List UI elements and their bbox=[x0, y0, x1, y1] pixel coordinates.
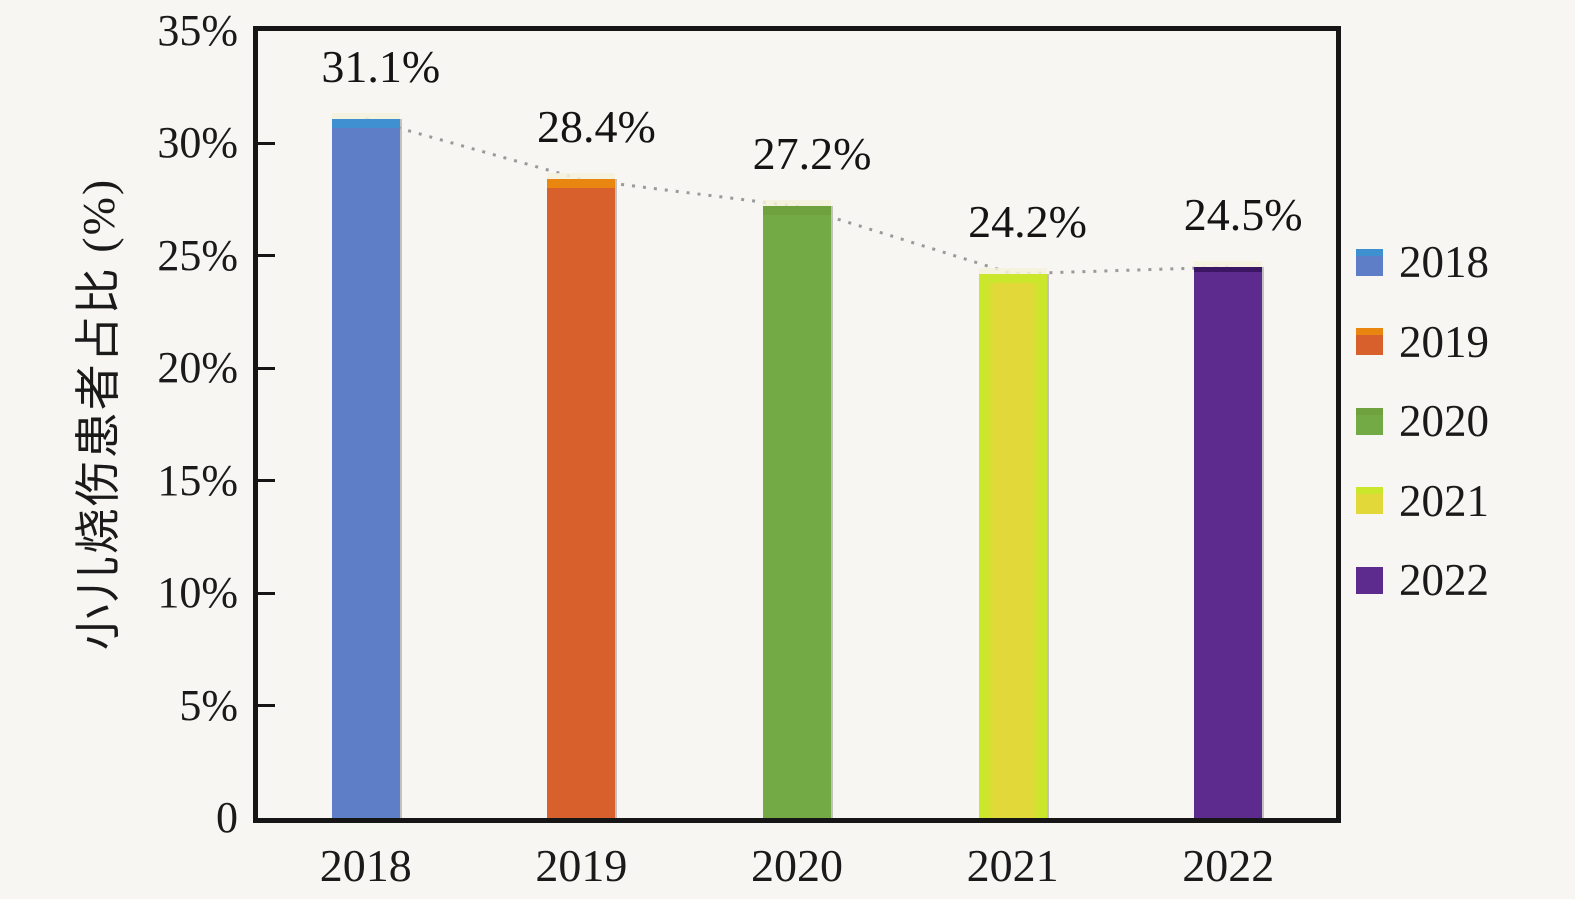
y-tick-label: 10% bbox=[157, 568, 238, 618]
value-label: 28.4% bbox=[536, 101, 656, 153]
bar-cap bbox=[331, 118, 400, 128]
y-tick-label: 15% bbox=[157, 455, 238, 505]
value-label: 31.1% bbox=[321, 40, 441, 92]
legend-item: 2020 bbox=[1356, 397, 1489, 445]
legend-item: 2021 bbox=[1356, 477, 1489, 525]
bar-halo bbox=[763, 200, 831, 207]
x-tick-label: 2018 bbox=[319, 840, 412, 891]
legend-label: 2022 bbox=[1399, 555, 1489, 605]
plot-area bbox=[253, 26, 1341, 823]
legend-label: 2020 bbox=[1399, 396, 1489, 446]
bar bbox=[763, 206, 831, 818]
legend-swatch bbox=[1356, 407, 1383, 435]
legend-item: 2019 bbox=[1356, 318, 1489, 366]
bar-cap bbox=[1194, 267, 1263, 273]
bar bbox=[547, 179, 616, 818]
value-label: 24.2% bbox=[968, 195, 1087, 247]
legend-swatch bbox=[1356, 328, 1383, 355]
y-tick-label: 25% bbox=[157, 230, 238, 280]
legend-label: 2018 bbox=[1399, 237, 1489, 287]
bar-cap bbox=[547, 179, 616, 189]
legend-label: 2021 bbox=[1399, 475, 1489, 526]
legend-swatch-cap bbox=[1356, 328, 1383, 335]
y-tick-mark bbox=[258, 141, 275, 145]
y-tick-mark bbox=[258, 479, 275, 483]
y-tick-mark bbox=[258, 366, 275, 370]
legend-label: 2019 bbox=[1399, 316, 1489, 367]
y-tick-label: 20% bbox=[157, 343, 238, 393]
bar-cap bbox=[763, 206, 831, 216]
legend-item: 2018 bbox=[1356, 238, 1489, 286]
y-tick-label: 5% bbox=[179, 680, 238, 730]
legend-item: 2022 bbox=[1356, 556, 1489, 604]
bar bbox=[978, 273, 1047, 818]
x-tick-label: 2020 bbox=[751, 840, 843, 891]
bar-halo bbox=[547, 173, 616, 180]
bar-halo bbox=[978, 267, 1047, 274]
bar-halo bbox=[1194, 261, 1263, 268]
bar-halo bbox=[331, 112, 400, 119]
x-tick-label: 2022 bbox=[1182, 840, 1275, 891]
legend-swatch-cap bbox=[1356, 248, 1383, 256]
legend-swatch-cap bbox=[1356, 487, 1383, 494]
x-tick-label: 2021 bbox=[966, 840, 1059, 891]
y-tick-label: 0 bbox=[216, 793, 238, 842]
bar-cap bbox=[978, 273, 1047, 283]
bar bbox=[1194, 267, 1263, 818]
legend-swatch-cap bbox=[1356, 407, 1383, 415]
y-tick-mark bbox=[258, 254, 275, 258]
value-label: 24.5% bbox=[1183, 189, 1303, 241]
bar bbox=[331, 118, 400, 818]
legend-swatch bbox=[1356, 566, 1383, 594]
y-tick-label: 30% bbox=[157, 118, 238, 168]
y-tick-mark bbox=[258, 704, 275, 708]
y-tick-label: 35% bbox=[157, 6, 238, 55]
x-tick-label: 2019 bbox=[535, 840, 628, 891]
legend-swatch bbox=[1356, 248, 1383, 276]
value-label: 27.2% bbox=[752, 128, 872, 180]
y-tick-mark bbox=[258, 591, 275, 595]
legend-swatch bbox=[1356, 487, 1383, 514]
